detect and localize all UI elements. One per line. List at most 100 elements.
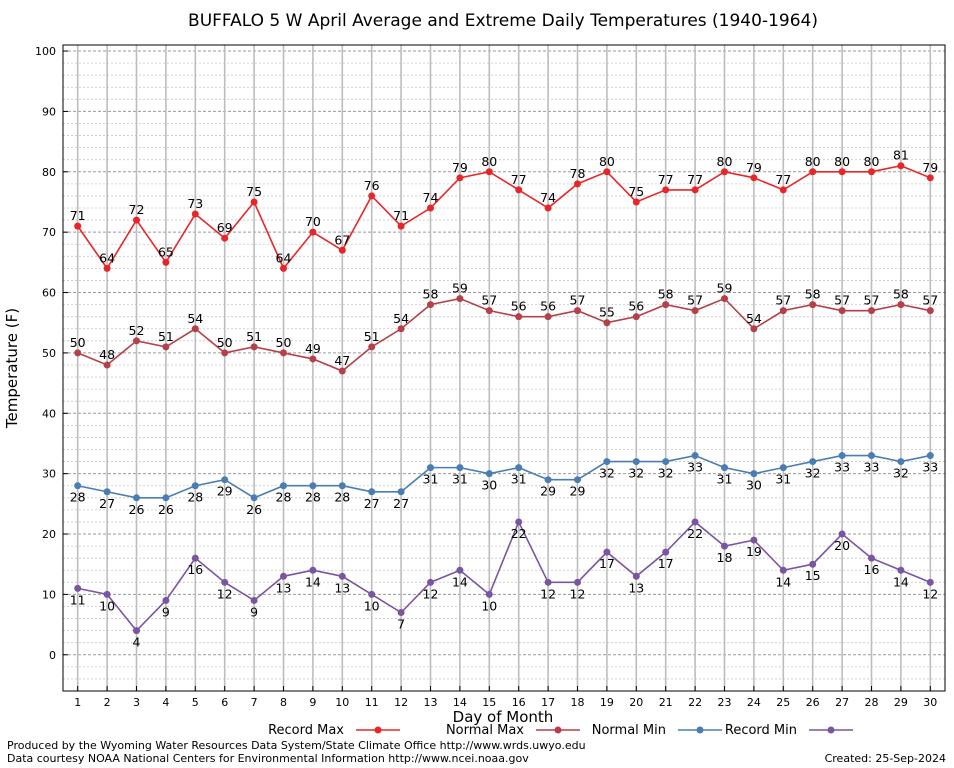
- normal-min-point: [338, 482, 346, 490]
- record-min-data-label: 13: [276, 580, 292, 595]
- record-max-data-label: 79: [452, 160, 468, 175]
- normal-max-point: [397, 325, 405, 333]
- normal-min-data-label: 28: [187, 490, 203, 505]
- normal-min-point: [544, 476, 552, 484]
- record-min-point: [926, 578, 934, 586]
- record-min-data-label: 10: [364, 598, 380, 613]
- record-max-data-label: 72: [129, 202, 145, 217]
- normal-max-data-label: 56: [540, 299, 556, 314]
- record-min-point: [133, 627, 140, 635]
- record-min-line: [77, 519, 931, 632]
- y-tick-label: 50: [42, 347, 56, 360]
- legend-marker-normal-max: [554, 726, 562, 734]
- record-min-data-label: 9: [250, 604, 258, 619]
- record-min-point: [779, 566, 787, 574]
- record-min-point: [368, 590, 376, 598]
- normal-max-data-label: 54: [746, 311, 762, 326]
- normal-max-point: [250, 343, 258, 351]
- normal-max-point: [603, 319, 611, 327]
- record-max-data-label: 79: [922, 160, 938, 175]
- record-max-point: [133, 216, 140, 224]
- x-tick-label: 30: [923, 696, 937, 709]
- record-max-point: [838, 168, 846, 176]
- record-min-point: [250, 596, 258, 604]
- x-tick-label: 9: [309, 696, 316, 709]
- record-min-data-label: 22: [511, 526, 527, 541]
- normal-max-data-label: 57: [864, 293, 880, 308]
- record-min-data-label: 17: [658, 556, 674, 571]
- record-min-point: [221, 578, 229, 586]
- legend: Record Max Normal Max Normal Min Record Min: [268, 723, 853, 738]
- legend-marker-record-max: [374, 726, 382, 734]
- record-max-data-label: 80: [864, 154, 880, 169]
- normal-min-point: [162, 494, 170, 502]
- normal-max-point: [897, 301, 905, 309]
- x-tick-label: 12: [394, 696, 408, 709]
- normal-max-data-label: 58: [423, 287, 439, 302]
- normal-max-point: [427, 301, 434, 309]
- record-max-point: [750, 174, 758, 182]
- normal-max-point: [809, 301, 817, 309]
- normal-max-data-label: 59: [452, 281, 468, 296]
- normal-max-point: [838, 307, 846, 315]
- record-min-data-label: 12: [423, 586, 439, 601]
- x-tick-label: 7: [251, 696, 258, 709]
- x-tick-label: 29: [894, 696, 908, 709]
- normal-min-data-label: 31: [775, 472, 791, 487]
- normal-max-data-label: 57: [570, 293, 586, 308]
- chart-title: BUFFALO 5 W April Average and Extreme Da…: [188, 11, 818, 31]
- x-tick-label: 17: [541, 696, 555, 709]
- normal-min-point: [515, 464, 523, 472]
- normal-min-point: [221, 476, 229, 484]
- normal-min-data-label: 30: [481, 478, 497, 493]
- record-max-point: [515, 186, 523, 194]
- x-tick-label: 3: [133, 696, 140, 709]
- x-tick-label: 6: [221, 696, 228, 709]
- x-tick-label: 10: [335, 696, 349, 709]
- record-max-point: [485, 168, 493, 176]
- record-min-data-label: 14: [893, 574, 909, 589]
- normal-max-data-label: 55: [599, 305, 615, 320]
- record-max-point: [397, 222, 405, 230]
- y-tick-label: 40: [42, 407, 56, 420]
- record-min-point: [397, 609, 405, 617]
- normal-min-point: [632, 458, 640, 466]
- record-min-point: [191, 554, 199, 562]
- record-min-data-label: 9: [162, 604, 170, 619]
- record-min-data-label: 12: [540, 586, 556, 601]
- normal-min-point: [250, 494, 258, 502]
- normal-min-data-label: 32: [893, 466, 909, 481]
- record-max-data-label: 73: [187, 196, 203, 211]
- normal-max-data-label: 51: [246, 329, 262, 344]
- footer-produced-by: Produced by the Wyoming Water Resources …: [7, 739, 586, 752]
- record-min-point: [809, 560, 817, 568]
- normal-min-data-label: 26: [158, 502, 174, 517]
- record-max-point: [338, 246, 346, 254]
- normal-min-point: [809, 458, 817, 466]
- normal-min-point: [868, 452, 875, 460]
- y-tick-label: 20: [42, 528, 56, 541]
- record-min-data-label: 15: [805, 568, 821, 583]
- grid: [63, 45, 945, 692]
- x-tick-label: 23: [718, 696, 732, 709]
- record-max-point: [250, 198, 258, 206]
- normal-max-line: [77, 297, 931, 372]
- normal-min-point: [897, 458, 905, 466]
- record-max-data-label: 77: [775, 172, 791, 187]
- record-min-point: [103, 590, 111, 598]
- normal-max-point: [868, 307, 875, 315]
- record-max-line: [77, 164, 931, 270]
- normal-max-point: [632, 313, 640, 321]
- y-tick-label: 10: [42, 588, 56, 601]
- y-tick-label: 90: [42, 105, 56, 118]
- normal-min-data-label: 31: [511, 472, 527, 487]
- normal-max-point: [721, 295, 728, 303]
- record-max-data-label: 64: [99, 250, 115, 265]
- normal-max-data-label: 52: [129, 323, 145, 338]
- record-min-data-label: 10: [481, 598, 497, 613]
- x-tick-label: 14: [453, 696, 467, 709]
- series-lines: [74, 162, 934, 635]
- record-max-data-label: 65: [158, 244, 174, 259]
- record-max-data-label: 71: [70, 208, 86, 223]
- normal-max-point: [544, 313, 552, 321]
